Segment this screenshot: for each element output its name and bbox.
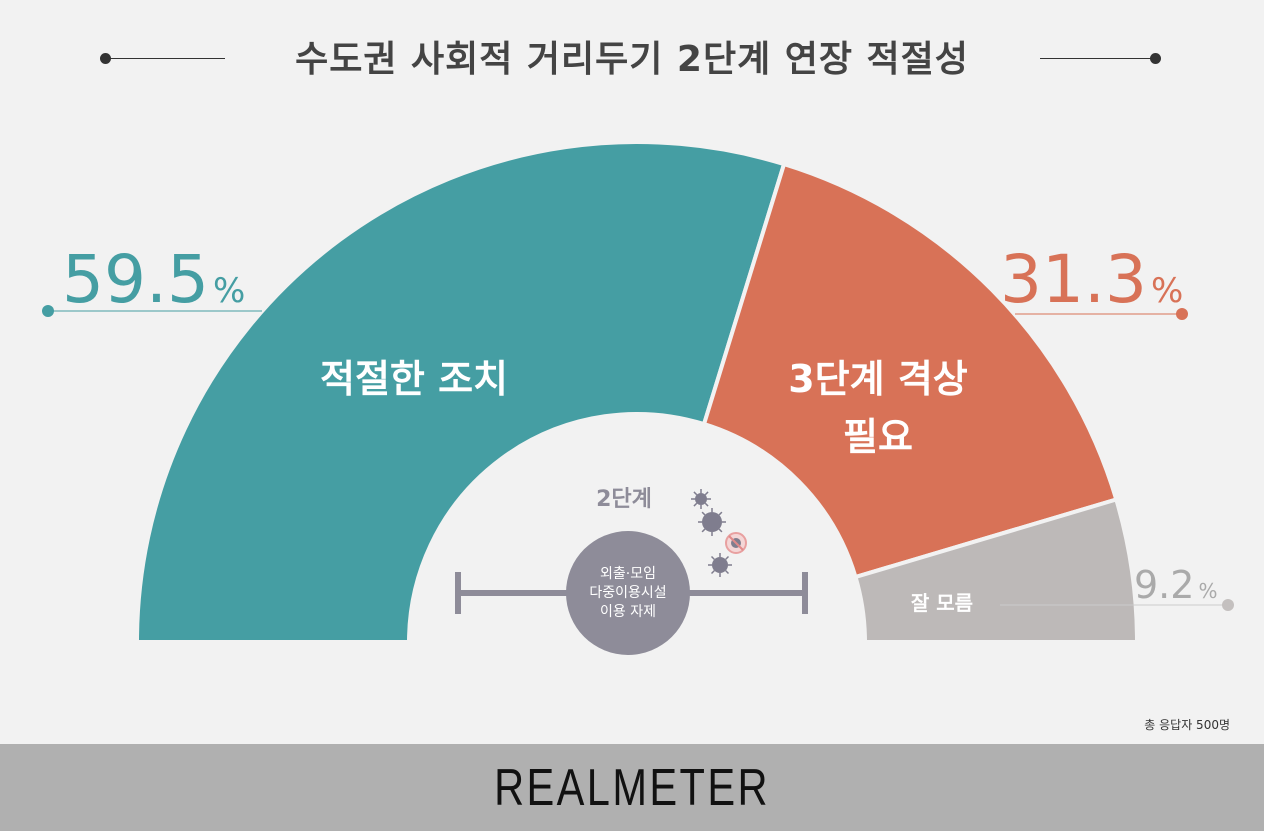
value-label-group-3: 9.2% bbox=[1134, 563, 1217, 607]
center-text-line-3: 이용 자제 bbox=[600, 604, 656, 620]
respondents-note: 총 응답자 500명 bbox=[1144, 718, 1230, 732]
slice-label-3: 잘 모름 bbox=[911, 591, 973, 615]
virus-spike bbox=[710, 555, 715, 560]
stage-label: 2단계 bbox=[596, 487, 652, 512]
virus-spike bbox=[693, 502, 698, 507]
no-virus-icon-slash bbox=[728, 535, 744, 551]
virus-spike bbox=[725, 555, 730, 560]
virus-spike bbox=[718, 511, 723, 516]
virus-spike bbox=[725, 570, 730, 575]
slice-label-1: 적절한 조치 bbox=[320, 357, 508, 401]
virus-icon bbox=[695, 493, 707, 505]
value-label-3: 9.2 bbox=[1134, 563, 1194, 607]
leader-dot-2 bbox=[1176, 308, 1188, 320]
virus-icon bbox=[702, 512, 722, 532]
center-text-line-2: 다중이용시설 bbox=[589, 585, 666, 601]
title-dot-right bbox=[1150, 53, 1161, 64]
brand-logo: REALMETER bbox=[494, 759, 770, 817]
value-label-2: 31.3 bbox=[1000, 241, 1147, 318]
virus-spike bbox=[701, 528, 706, 533]
center-text-line-1: 외출·모임 bbox=[600, 566, 656, 582]
footer-bar bbox=[0, 744, 1264, 831]
virus-spike bbox=[718, 528, 723, 533]
virus-spike bbox=[693, 491, 698, 496]
center-circle bbox=[566, 531, 690, 655]
slice-3 bbox=[853, 497, 1140, 644]
value-label-1: 59.5 bbox=[62, 241, 209, 318]
leader-dot-1 bbox=[42, 305, 54, 317]
virus-spike bbox=[710, 570, 715, 575]
chart-title: 수도권 사회적 거리두기 2단계 연장 적절성 bbox=[295, 39, 969, 80]
virus-spike bbox=[701, 511, 706, 516]
unit-label-3: % bbox=[1198, 579, 1217, 603]
leader-dot-3 bbox=[1222, 599, 1234, 611]
virus-icon bbox=[712, 557, 728, 573]
virus-spike bbox=[704, 491, 709, 496]
slice-2 bbox=[701, 161, 1119, 580]
title-line-right bbox=[1040, 58, 1155, 59]
virus-spike bbox=[704, 502, 709, 507]
unit-label-1: % bbox=[213, 271, 245, 311]
value-label-group-1: 59.5% bbox=[62, 241, 245, 318]
slice-label-2a: 3단계 격상 bbox=[788, 357, 968, 401]
title-line-left bbox=[105, 58, 225, 59]
value-label-group-2: 31.3% bbox=[1000, 241, 1183, 318]
slice-1 bbox=[134, 140, 787, 644]
title-dot-left bbox=[100, 53, 111, 64]
slice-label-2b: 필요 bbox=[843, 415, 913, 459]
unit-label-2: % bbox=[1151, 271, 1183, 311]
